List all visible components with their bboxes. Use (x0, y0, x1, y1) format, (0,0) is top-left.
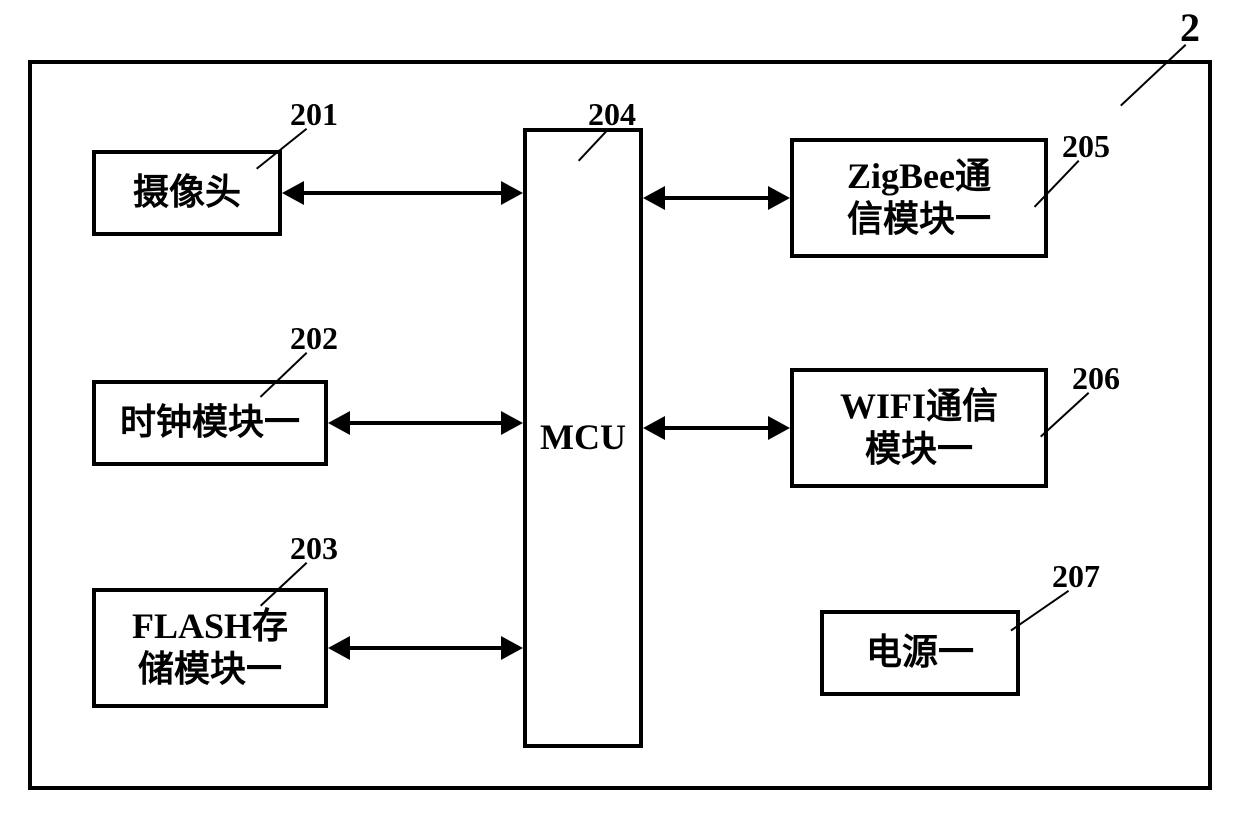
block-b207: 电源一 (820, 610, 1020, 696)
arrow-head-right-0 (501, 181, 523, 205)
block-b202: 时钟模块一 (92, 380, 328, 466)
arrow-head-left-3 (643, 186, 665, 210)
arrow-b201-b204 (304, 191, 501, 195)
block-b201: 摄像头 (92, 150, 282, 236)
block-b205: ZigBee通信模块一 (790, 138, 1048, 258)
arrow-head-right-4 (768, 416, 790, 440)
arrow-b202-b204 (350, 421, 501, 425)
block-b203: FLASH存储模块一 (92, 588, 328, 708)
arrow-b204-b206 (665, 426, 768, 430)
label-206: 206 (1072, 360, 1120, 397)
arrow-head-left-4 (643, 416, 665, 440)
arrow-head-left-0 (282, 181, 304, 205)
arrow-head-left-1 (328, 411, 350, 435)
label-201: 201 (290, 96, 338, 133)
label-207: 207 (1052, 558, 1100, 595)
block-b206: WIFI通信模块一 (790, 368, 1048, 488)
block-b204: MCU (523, 128, 643, 748)
label-203: 203 (290, 530, 338, 567)
label-205: 205 (1062, 128, 1110, 165)
arrow-head-right-1 (501, 411, 523, 435)
arrow-head-right-3 (768, 186, 790, 210)
arrow-head-right-2 (501, 636, 523, 660)
label-204: 204 (588, 96, 636, 133)
arrow-b204-b205 (665, 196, 768, 200)
container-label-2: 2 (1180, 4, 1200, 51)
label-202: 202 (290, 320, 338, 357)
arrow-head-left-2 (328, 636, 350, 660)
arrow-b203-b204 (350, 646, 501, 650)
